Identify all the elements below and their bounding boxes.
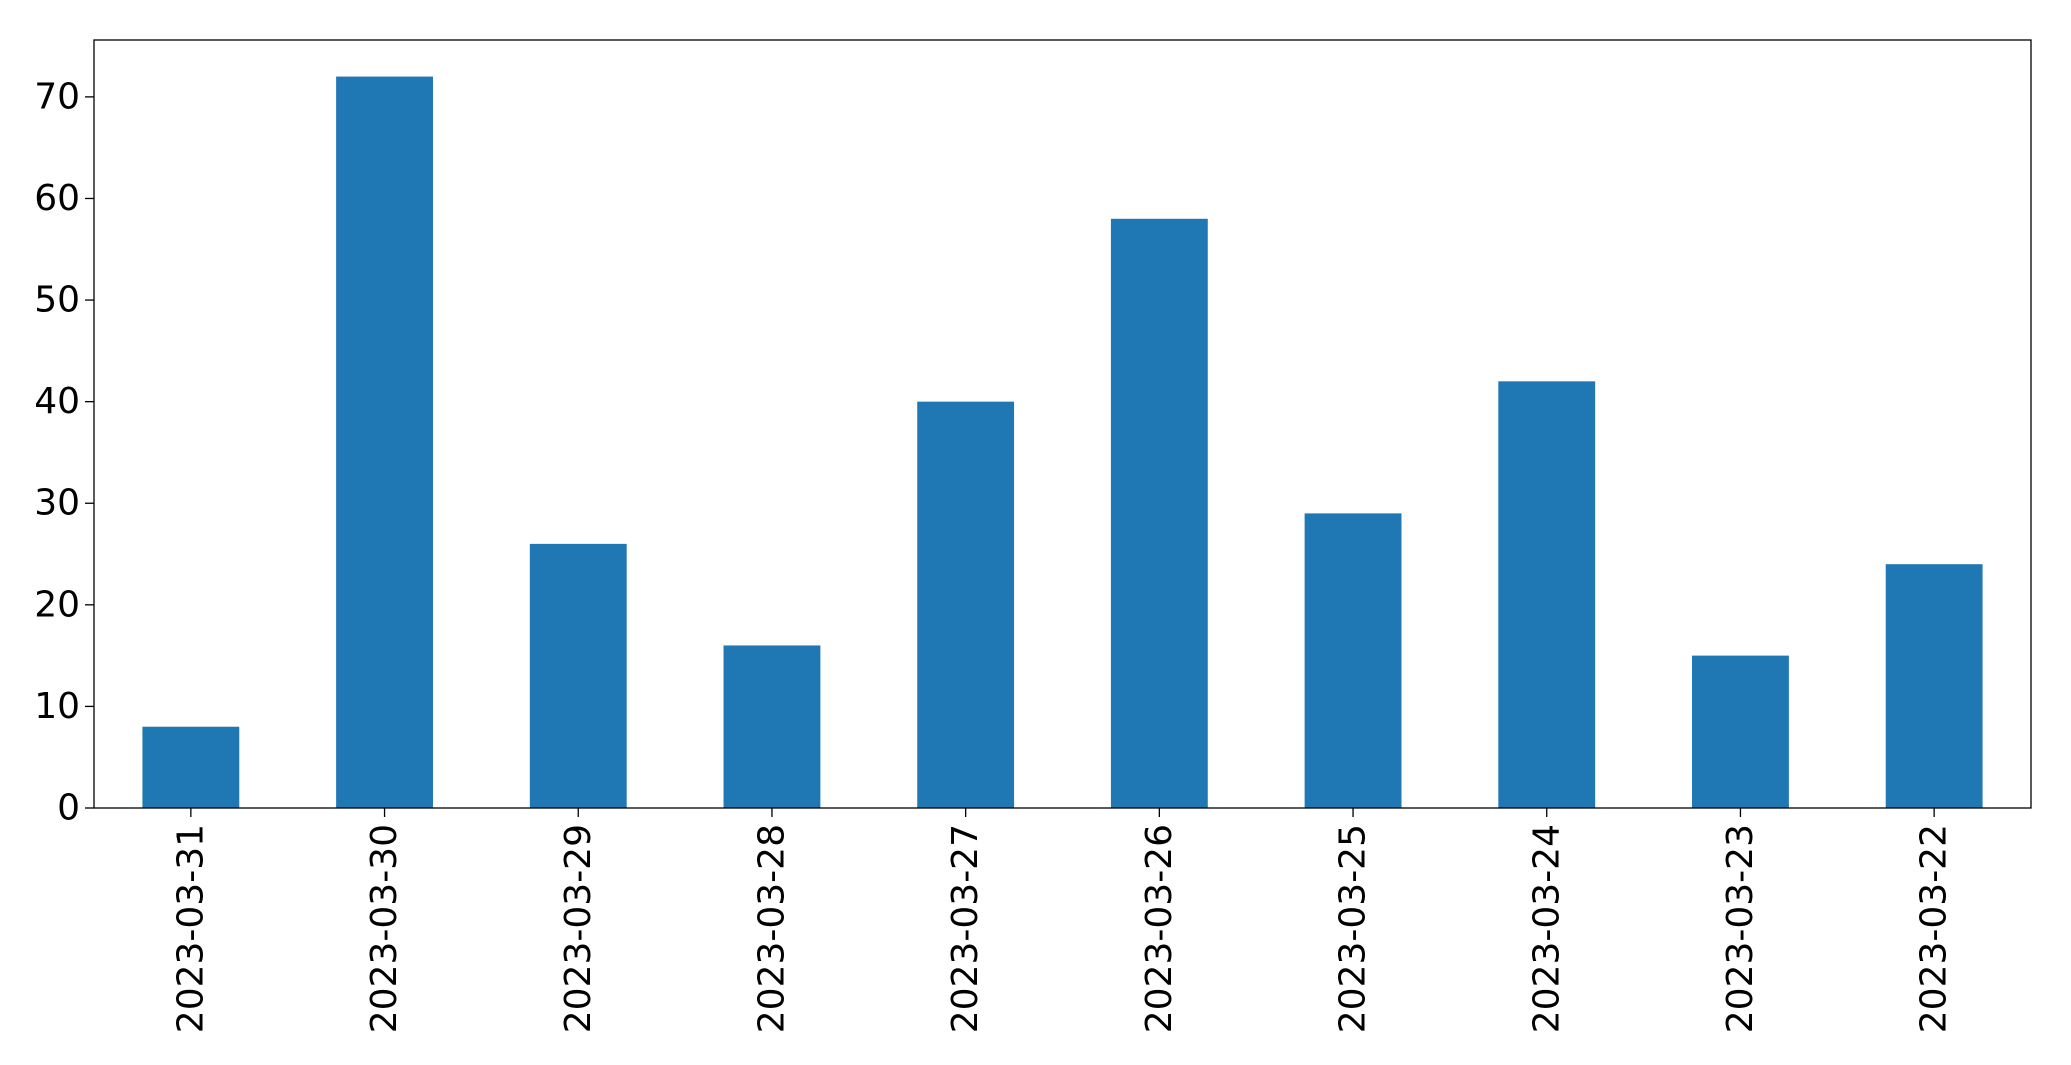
x-tick-label: 2023-03-30 [364, 824, 405, 1033]
axes-frame [93, 39, 2032, 809]
x-tick-label: 2023-03-26 [1139, 824, 1180, 1033]
x-tick-label: 2023-03-22 [1914, 824, 1955, 1033]
y-tick-label: 60 [34, 178, 80, 219]
y-tick-label: 70 [34, 76, 80, 117]
y-tick-label: 10 [34, 686, 80, 727]
bar [1692, 655, 1789, 808]
x-tick-label: 2023-03-31 [170, 824, 211, 1033]
y-tick-label: 30 [34, 483, 80, 524]
bar [336, 76, 433, 809]
x-tick-label: 2023-03-25 [1333, 824, 1374, 1033]
x-tick-label: 2023-03-27 [945, 824, 986, 1033]
x-tick-label: 2023-03-29 [558, 824, 599, 1033]
bar [529, 543, 627, 808]
bar [917, 401, 1015, 808]
y-tick-label: 50 [34, 280, 80, 321]
y-tick-label: 40 [34, 381, 80, 422]
bar [1110, 218, 1208, 809]
y-tick-label: 20 [34, 584, 80, 625]
x-tick-label: 2023-03-23 [1720, 824, 1761, 1033]
bar [142, 726, 240, 808]
x-tick-label: 2023-03-24 [1526, 824, 1567, 1033]
y-tick-label: 0 [57, 788, 80, 829]
bar [723, 645, 821, 808]
bar [1304, 513, 1402, 808]
bar [1885, 564, 1983, 808]
bar [1498, 381, 1596, 808]
x-tick-label: 2023-03-28 [751, 824, 792, 1033]
